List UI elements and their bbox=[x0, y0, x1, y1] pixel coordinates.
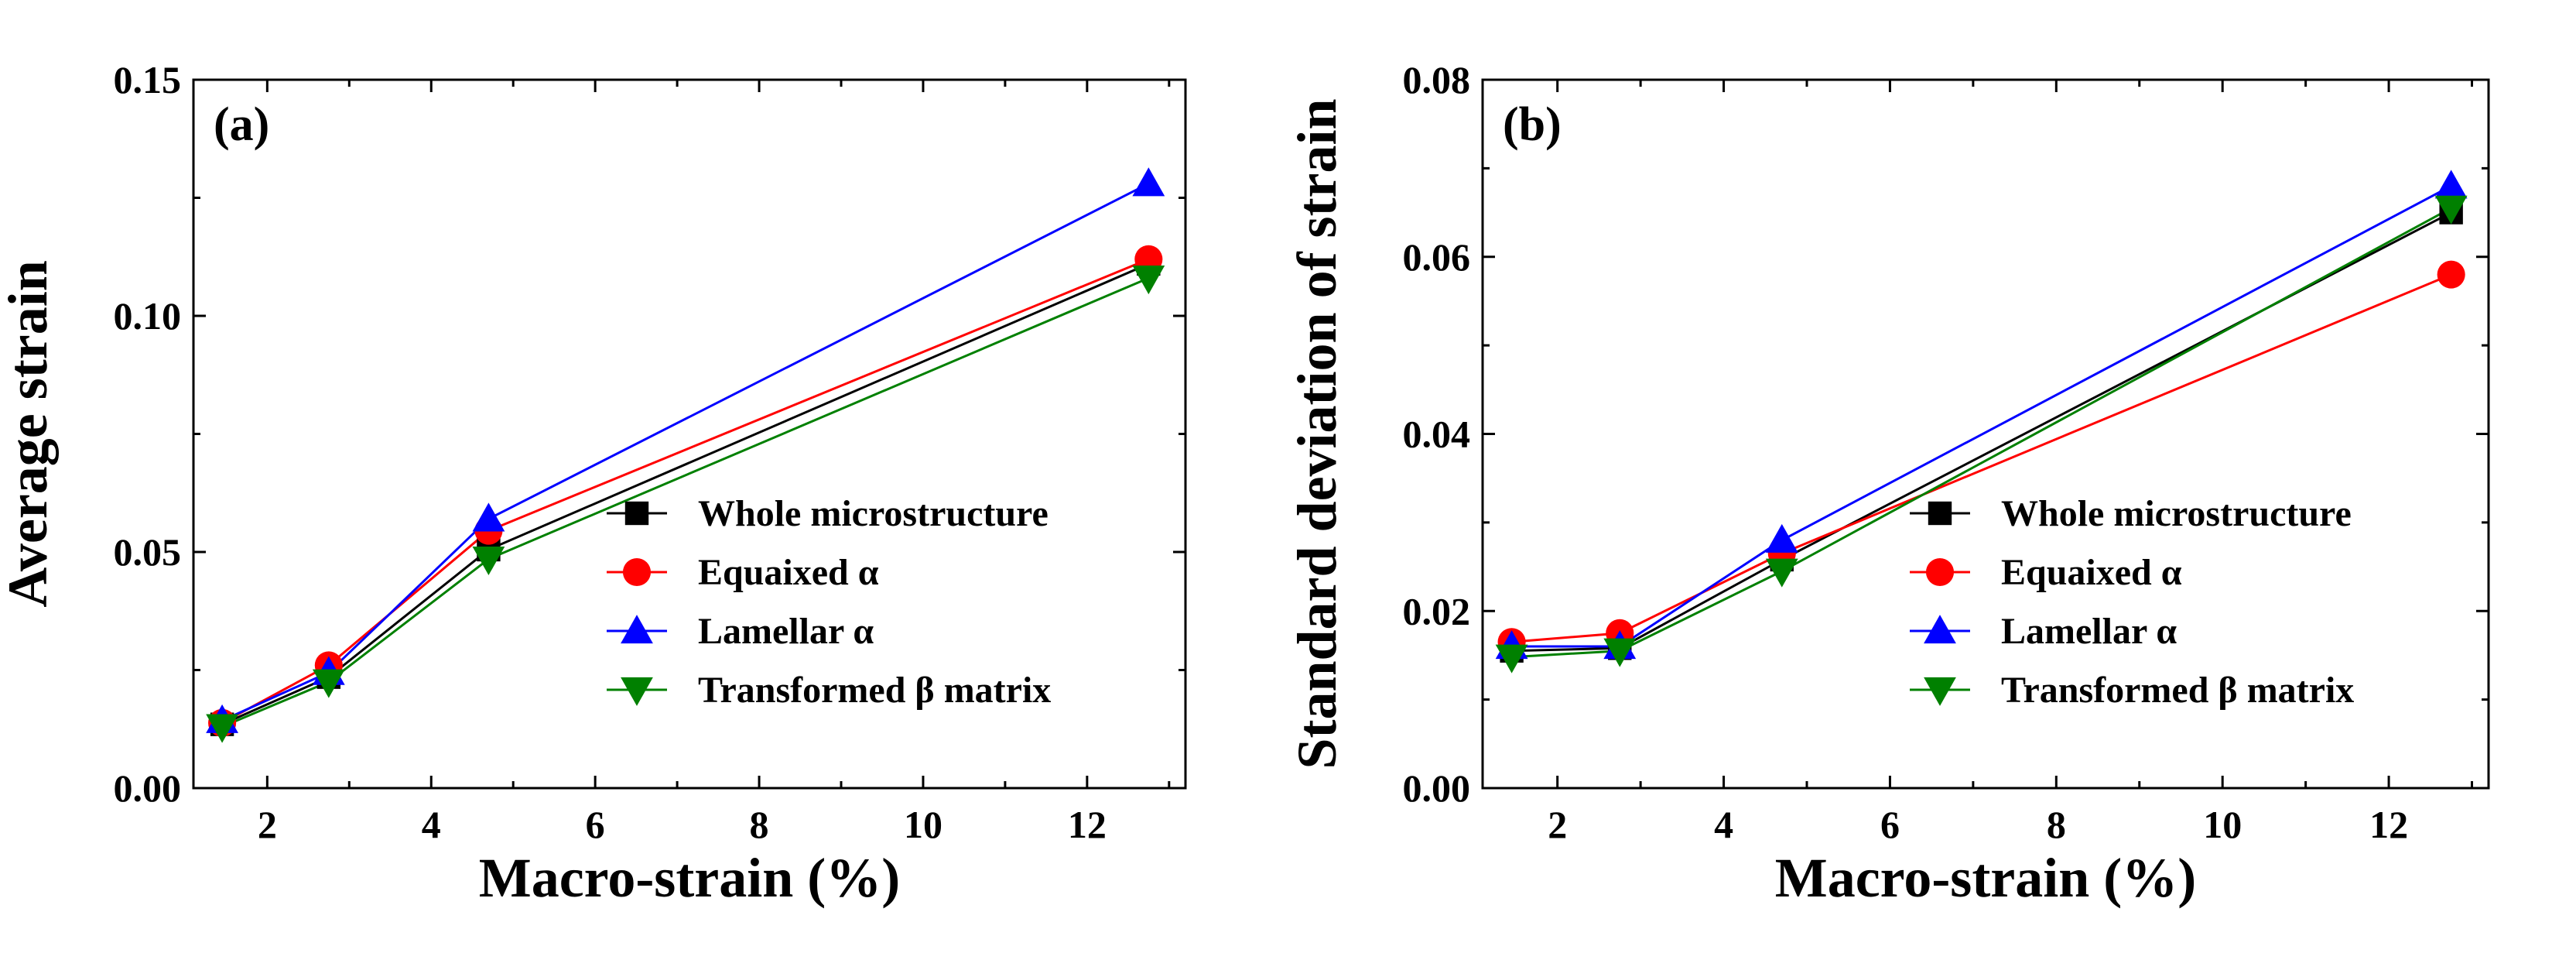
panel-label: (b) bbox=[1503, 98, 1562, 151]
series-line bbox=[1511, 211, 2452, 653]
series-line bbox=[1511, 184, 2452, 648]
x-tick-label: 10 bbox=[904, 803, 942, 846]
data-point bbox=[1765, 523, 1798, 553]
y-tick-label: 0.06 bbox=[1403, 235, 1471, 279]
data-point bbox=[1603, 638, 1637, 667]
y-tick-label: 0.00 bbox=[114, 766, 182, 810]
series-line bbox=[221, 182, 1150, 722]
x-tick-label: 6 bbox=[1880, 803, 1900, 846]
x-tick-label: 4 bbox=[1714, 803, 1733, 846]
legend-marker bbox=[621, 615, 653, 644]
x-tick-label: 12 bbox=[1068, 803, 1107, 846]
series-line bbox=[221, 262, 1149, 726]
chart-panel-b: 2 4 6 8 10 12 0.00 0.02 0.04 0.06 0.08 Macro-strain… bbox=[1286, 58, 2490, 909]
data-point bbox=[1495, 644, 1528, 674]
legend-label: Lamellar α bbox=[698, 611, 874, 652]
x-tick-label: 6 bbox=[586, 803, 605, 846]
series-line bbox=[1511, 207, 2452, 659]
legend-marker bbox=[1924, 615, 1956, 644]
x-axis-title: Macro-strain (%) bbox=[1775, 847, 2197, 909]
series-line bbox=[1511, 273, 2452, 643]
y-axis-title: Average strain bbox=[0, 260, 59, 608]
x-tick-label: 12 bbox=[2369, 803, 2408, 846]
y-tick-label: 0.05 bbox=[114, 530, 182, 574]
data-point bbox=[2434, 195, 2468, 225]
data-point bbox=[1132, 167, 1165, 197]
series-line bbox=[221, 258, 1149, 725]
chart-panel-a: 2 4 6 8 10 12 0.00 0.05 0.10 0.15 Macro-strain (%)… bbox=[0, 58, 1187, 909]
y-tick-label: 0.08 bbox=[1403, 58, 1471, 101]
y-tick-label: 0.15 bbox=[114, 58, 182, 101]
x-tick-label: 2 bbox=[258, 803, 277, 846]
y-tick-label: 0.10 bbox=[114, 294, 182, 338]
y-tick-label: 0.00 bbox=[1403, 766, 1471, 810]
legend-label: Whole microstructure bbox=[2001, 493, 2352, 534]
x-tick-label: 2 bbox=[1548, 803, 1567, 846]
data-point bbox=[2434, 170, 2468, 199]
legend-marker bbox=[621, 677, 653, 706]
legend-marker bbox=[1928, 501, 1952, 526]
series-line bbox=[221, 276, 1149, 728]
x-axis-title: Macro-strain (%) bbox=[479, 847, 901, 909]
data-point bbox=[2437, 260, 2465, 289]
legend-marker bbox=[1924, 677, 1956, 706]
data-point bbox=[312, 669, 345, 698]
legend-marker bbox=[624, 501, 649, 526]
legend-marker bbox=[622, 557, 652, 587]
panel-label: (a) bbox=[214, 98, 269, 151]
data-point bbox=[1765, 558, 1798, 588]
x-tick-label: 8 bbox=[750, 803, 769, 846]
x-tick-label: 8 bbox=[2047, 803, 2066, 846]
legend-label: Equaixed α bbox=[698, 552, 879, 593]
y-tick-label: 0.04 bbox=[1403, 413, 1471, 456]
legend-label: Equaixed α bbox=[2001, 552, 2182, 593]
legend-label: Transformed β matrix bbox=[2001, 670, 2354, 711]
legend-label: Whole microstructure bbox=[698, 493, 1049, 534]
y-axis-title: Standard deviation of strain bbox=[1286, 98, 1348, 769]
legend-marker bbox=[1925, 557, 1955, 587]
data-point bbox=[1132, 266, 1165, 295]
legend-label: Lamellar α bbox=[2001, 611, 2177, 652]
data-point bbox=[472, 547, 505, 576]
x-tick-label: 4 bbox=[422, 803, 441, 846]
data-point bbox=[472, 502, 505, 532]
data-point bbox=[206, 714, 238, 743]
legend-label: Transformed β matrix bbox=[698, 670, 1051, 711]
x-tick-label: 10 bbox=[2203, 803, 2242, 846]
y-tick-label: 0.02 bbox=[1403, 589, 1471, 632]
